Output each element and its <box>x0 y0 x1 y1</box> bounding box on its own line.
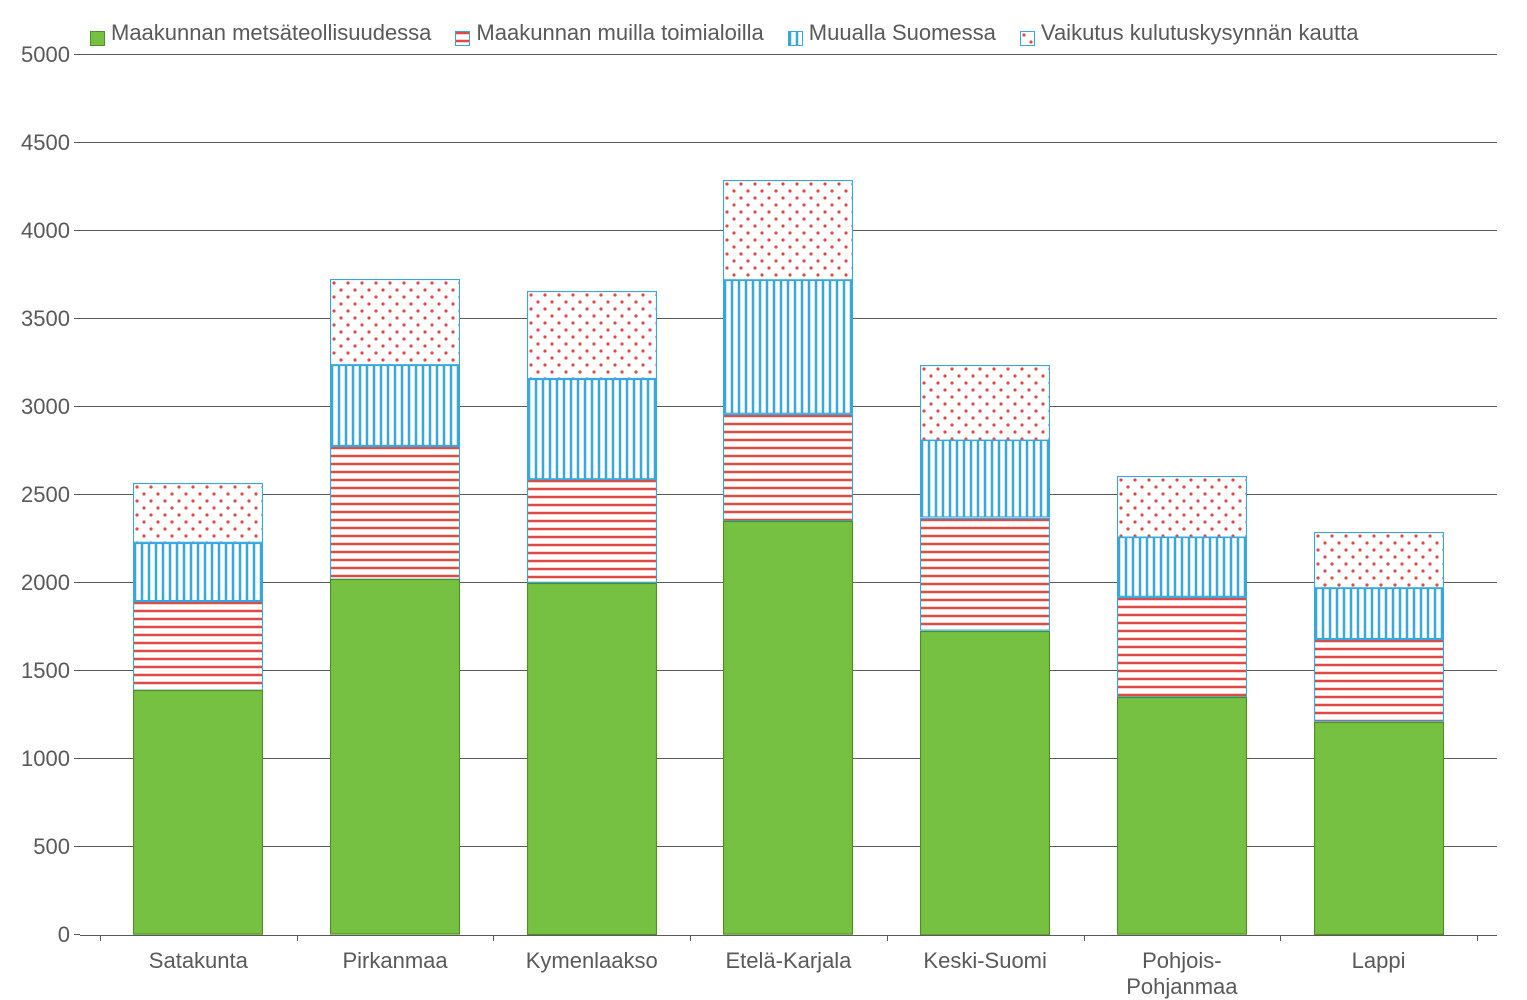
bar-segment-metsateollisuus <box>723 521 853 935</box>
bar-segment-muilla_toimialoilla <box>330 446 460 580</box>
y-axis-label: 3000 <box>10 394 70 420</box>
y-axis-label: 4500 <box>10 130 70 156</box>
y-axis-label: 2000 <box>10 570 70 596</box>
x-axis-label: Lappi <box>1289 948 1469 1000</box>
y-axis-label: 1000 <box>10 746 70 772</box>
y-tick <box>74 318 80 319</box>
bar-segment-muualla_suomessa <box>723 280 853 414</box>
y-axis-label: 0 <box>10 922 70 948</box>
bar-segment-kulutuskysynta <box>527 291 657 379</box>
bar-group <box>1314 532 1444 935</box>
bar-group <box>330 279 460 935</box>
y-axis-label: 1500 <box>10 658 70 684</box>
x-axis-label: Keski-Suomi <box>895 948 1075 1000</box>
bar-segment-kulutuskysynta <box>1314 532 1444 588</box>
y-tick <box>74 406 80 407</box>
x-axis-label: Pirkanmaa <box>305 948 485 1000</box>
legend-swatch-icon <box>1020 26 1035 41</box>
y-tick <box>74 582 80 583</box>
bar-segment-kulutuskysynta <box>330 279 460 365</box>
bar-group <box>1117 476 1247 935</box>
y-tick <box>74 846 80 847</box>
bar-segment-muualla_suomessa <box>1314 588 1444 639</box>
legend-item-metsateollisuus: Maakunnan metsäteollisuudessa <box>90 20 431 46</box>
legend-item-muilla_toimialoilla: Maakunnan muilla toimialoilla <box>455 20 763 46</box>
y-tick <box>74 934 80 935</box>
bar-segment-metsateollisuus <box>330 579 460 935</box>
bar-segment-muilla_toimialoilla <box>920 518 1050 631</box>
legend-swatch-icon <box>788 26 803 41</box>
bar-segment-muilla_toimialoilla <box>133 601 263 691</box>
bar-segment-metsateollisuus <box>920 631 1050 935</box>
bars-area <box>80 56 1497 935</box>
x-axis-labels: Satakunta Pirkanmaa Kymenlaakso Etelä-Karja… <box>80 936 1497 1000</box>
bar-segment-muilla_toimialoilla <box>723 414 853 521</box>
legend-label: Muualla Suomessa <box>809 20 996 46</box>
bar-group <box>133 483 263 935</box>
bar-group <box>920 365 1050 935</box>
y-tick <box>74 230 80 231</box>
y-tick <box>74 54 80 55</box>
bar-segment-muualla_suomessa <box>920 440 1050 517</box>
bar-segment-kulutuskysynta <box>920 365 1050 441</box>
y-tick <box>74 142 80 143</box>
y-tick <box>74 758 80 759</box>
gridline <box>80 54 1497 55</box>
y-axis-label: 5000 <box>10 42 70 68</box>
legend-label: Maakunnan metsäteollisuudessa <box>111 20 431 46</box>
bar-segment-muilla_toimialoilla <box>1117 597 1247 697</box>
x-axis-label: Etelä-Karjala <box>698 948 878 1000</box>
bar-segment-muualla_suomessa <box>527 379 657 479</box>
x-axis-label: Kymenlaakso <box>502 948 682 1000</box>
legend-swatch-icon <box>455 26 470 41</box>
y-axis-label: 4000 <box>10 218 70 244</box>
y-axis-label: 500 <box>10 834 70 860</box>
bar-segment-kulutuskysynta <box>1117 476 1247 538</box>
bar-segment-metsateollisuus <box>1117 697 1247 935</box>
bar-segment-metsateollisuus <box>527 583 657 935</box>
bar-segment-muualla_suomessa <box>133 543 263 601</box>
y-axis-label: 2500 <box>10 482 70 508</box>
y-axis-labels: 0500100015002000250030003500400045005000 <box>10 56 70 935</box>
x-axis-label: Pohjois-Pohjanmaa <box>1092 948 1272 1000</box>
legend-item-muualla_suomessa: Muualla Suomessa <box>788 20 996 46</box>
chart-container: Maakunnan metsäteollisuudessa Maakunnan m… <box>10 10 1517 987</box>
bar-segment-kulutuskysynta <box>723 180 853 280</box>
bar-segment-muilla_toimialoilla <box>527 479 657 583</box>
legend-swatch-icon <box>90 26 105 41</box>
bar-group <box>527 291 657 935</box>
x-axis-label: Satakunta <box>108 948 288 1000</box>
y-tick <box>74 494 80 495</box>
bar-segment-metsateollisuus <box>133 690 263 935</box>
bar-segment-muualla_suomessa <box>330 365 460 446</box>
plot-area: 0500100015002000250030003500400045005000 <box>80 56 1497 936</box>
bar-segment-kulutuskysynta <box>133 483 263 543</box>
y-axis-label: 3500 <box>10 306 70 332</box>
legend-label: Maakunnan muilla toimialoilla <box>476 20 763 46</box>
bar-group <box>723 180 853 935</box>
legend-item-kulutuskysynta: Vaikutus kulutuskysynnän kautta <box>1020 20 1359 46</box>
y-tick <box>74 670 80 671</box>
legend: Maakunnan metsäteollisuudessa Maakunnan m… <box>10 10 1517 56</box>
bar-segment-metsateollisuus <box>1314 722 1444 935</box>
bar-segment-muualla_suomessa <box>1117 537 1247 597</box>
bar-segment-muilla_toimialoilla <box>1314 639 1444 722</box>
legend-label: Vaikutus kulutuskysynnän kautta <box>1041 20 1359 46</box>
